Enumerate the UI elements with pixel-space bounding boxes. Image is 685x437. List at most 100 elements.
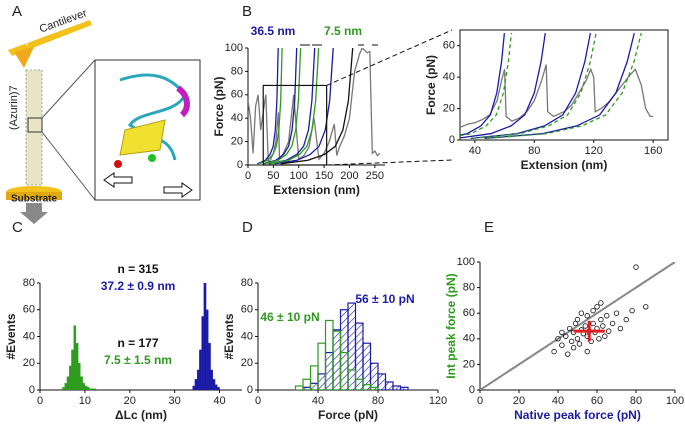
plot-area xyxy=(62,283,220,390)
histogram-bar xyxy=(377,373,387,390)
point xyxy=(559,342,565,348)
y-tick-label: 60 xyxy=(241,304,253,316)
tip-label: Tip xyxy=(14,33,32,49)
arrow xyxy=(20,203,48,224)
annotation: n = 315 xyxy=(117,262,158,276)
x-tick-label: 0 xyxy=(255,395,261,407)
point xyxy=(606,328,612,334)
histogram-bar xyxy=(196,369,200,390)
histogram-bar xyxy=(199,349,202,390)
annotation: 7.5 nm xyxy=(324,24,362,38)
substrate-body xyxy=(6,192,62,200)
point xyxy=(568,338,575,345)
histogram-bar xyxy=(82,383,86,390)
histogram-bar xyxy=(62,387,65,390)
y-axis-label: #Events xyxy=(4,313,18,359)
y-axis-label: #Events xyxy=(222,313,236,359)
y-tick-label: 0 xyxy=(449,134,455,146)
histogram-bar xyxy=(78,363,81,390)
x-tick-label: 0 xyxy=(245,170,251,182)
curve xyxy=(460,33,546,139)
x-tick-label: 40 xyxy=(552,395,564,407)
point xyxy=(565,351,571,357)
curve xyxy=(269,48,320,165)
x-tick-label: 60 xyxy=(591,395,603,407)
histogram-bar xyxy=(93,388,97,390)
y-tick-label: 40 xyxy=(463,333,475,345)
histogram-bar xyxy=(203,283,207,390)
histogram-bar xyxy=(192,385,196,390)
y-tick-label: 0 xyxy=(29,384,35,396)
histogram-bar xyxy=(392,385,402,390)
y-tick-label: 20 xyxy=(443,102,455,114)
point xyxy=(594,304,600,310)
y-tick-label: 60 xyxy=(23,304,35,316)
curve xyxy=(470,32,592,140)
histogram-bar xyxy=(369,386,379,390)
x-tick-label: 80 xyxy=(372,395,384,407)
histogram-bar xyxy=(66,376,70,390)
histogram-bar xyxy=(332,329,342,390)
histogram-bar xyxy=(64,383,68,390)
point xyxy=(582,323,588,329)
histogram-bar xyxy=(194,379,198,390)
annotation: 36.5 nm xyxy=(251,24,296,38)
point xyxy=(551,348,557,355)
point xyxy=(563,333,569,339)
histogram-bar xyxy=(362,342,372,390)
terminus xyxy=(148,154,156,162)
point xyxy=(598,300,604,306)
curve xyxy=(280,48,354,165)
point xyxy=(602,333,608,339)
chart: C 0 10 20 30 40 0 20 40 60 80 ΔLc (nm) #Events n = 31… xyxy=(4,219,242,422)
plot-area xyxy=(294,302,409,390)
annotation: 46 ± 10 pN xyxy=(260,310,319,324)
y-tick-label: 80 xyxy=(241,277,253,289)
zoom-line xyxy=(326,159,453,166)
histogram-bar xyxy=(84,385,88,390)
annotation: n = 177 xyxy=(117,336,158,350)
x-tick-label: 20 xyxy=(124,395,136,407)
x-tick-label: 50 xyxy=(267,170,279,182)
point xyxy=(555,336,561,342)
plot-frame xyxy=(459,29,669,141)
panel-label: C xyxy=(12,219,23,236)
y-tick-label: 60 xyxy=(463,307,475,319)
y-axis-label: Force (pN) xyxy=(424,55,438,115)
point xyxy=(570,345,577,351)
x-tick-label: 0 xyxy=(37,395,43,407)
zoom-box xyxy=(27,117,43,133)
panel-label: A xyxy=(12,3,22,20)
point xyxy=(576,341,583,347)
histogram-bar xyxy=(75,343,79,390)
curve xyxy=(258,48,283,165)
substrate-label: Substrate xyxy=(11,194,58,205)
point xyxy=(559,329,565,336)
x-tick-label: 250 xyxy=(366,170,384,182)
y-tick-label: 40 xyxy=(241,330,253,342)
x-tick-label: 80 xyxy=(528,145,540,157)
x-axis-label: Extension (nm) xyxy=(521,158,608,172)
x-tick-label: 40 xyxy=(213,395,225,407)
x-tick-label: 40 xyxy=(312,395,324,407)
pull-arrow xyxy=(103,172,133,188)
x-axis-label: ΔLc (nm) xyxy=(115,408,167,422)
y-tick-label: 80 xyxy=(231,65,243,77)
x-tick-label: 80 xyxy=(630,395,642,407)
chart: E 0 20 40 60 80 100 0 20 40 60 80 100 Native peak for… xyxy=(444,219,684,422)
histogram-bar xyxy=(217,387,220,390)
histogram-bar xyxy=(369,362,379,390)
y-tick-label: 0 xyxy=(247,384,253,396)
y-axis-label: Int peak force (pN) xyxy=(444,273,458,378)
histogram-bar xyxy=(294,385,304,390)
histogram-bar xyxy=(91,388,95,390)
point xyxy=(623,316,629,323)
histogram-bar xyxy=(354,322,364,390)
plot-area xyxy=(480,262,675,390)
histogram-bar xyxy=(210,369,213,390)
zoom-line xyxy=(41,131,96,201)
curve xyxy=(257,48,279,165)
cantilever xyxy=(8,20,92,56)
zoom-box xyxy=(262,84,328,166)
